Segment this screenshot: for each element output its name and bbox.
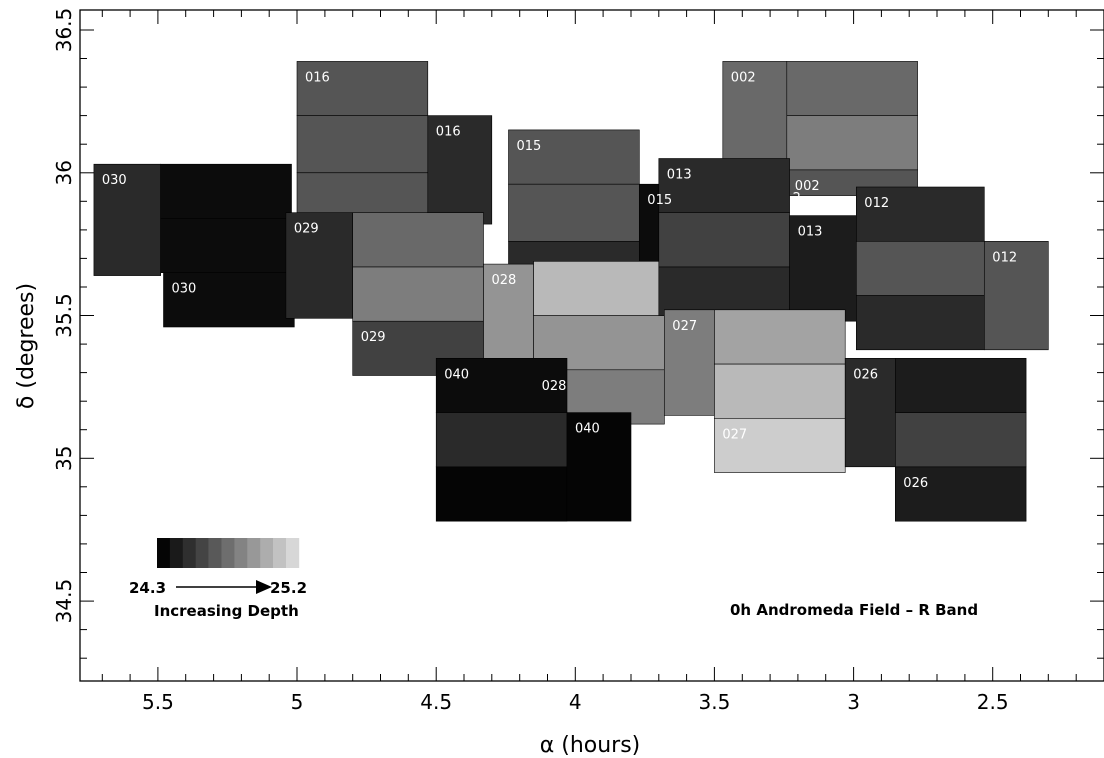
field-012-tile-1 — [855, 186, 985, 242]
x-tick-label: 2.5 — [977, 690, 1009, 714]
legend-swatch-6 — [221, 538, 235, 568]
legend-min-label: 24.3 — [129, 579, 166, 597]
field-030-tile-2 — [160, 163, 292, 219]
field-028-tile-1 — [483, 263, 534, 359]
field-028-strip-label: 028 — [542, 379, 567, 394]
legend-swatch-1 — [157, 538, 171, 568]
field-027-tile-4 — [714, 417, 846, 473]
field-012-tile-3 — [855, 295, 985, 351]
field-016-tile-4 — [427, 115, 493, 225]
field-013-tile-4 — [789, 215, 857, 322]
field-026-tile-1 — [844, 357, 896, 468]
field-027-tile-3 — [714, 363, 846, 419]
field-013-strip-label: 013 — [798, 225, 823, 240]
field-026-tile-3 — [894, 412, 1027, 468]
x-tick-label: 4 — [569, 690, 582, 714]
field-013-tile-3 — [658, 266, 790, 316]
field-002-tile-3 — [786, 115, 918, 171]
axis-ticks: 5.5 5 4.5 4 3.5 3 2.5 34.5 35 35.5 36 36.5 — [52, 8, 1104, 714]
legend-swatch-5 — [208, 538, 222, 568]
x-axis-title: α (hours) — [540, 733, 641, 758]
legend-swatch-8 — [247, 538, 261, 568]
field-012-tile-4 — [983, 241, 1049, 351]
legend-swatch-11 — [286, 538, 300, 568]
field-016-tile-1 — [296, 61, 429, 117]
legend-swatch-10 — [273, 538, 287, 568]
field-040-tile-4 — [566, 412, 632, 522]
legend-swatches — [157, 538, 300, 568]
field-029-tile-1 — [285, 212, 353, 319]
field-028-tile-2 — [533, 260, 665, 316]
legend-swatch-3 — [182, 538, 196, 568]
field-030-tile-1 — [93, 163, 162, 276]
field-026-tile-4 — [894, 466, 1027, 522]
field-012-tile-2 — [855, 241, 985, 296]
legend-caption: Increasing Depth — [154, 602, 299, 620]
field-029-tile-3 — [352, 266, 484, 322]
field-040-label: 040 — [444, 367, 469, 382]
field-040-tile-1 — [435, 357, 568, 413]
field-030-label: 030 — [102, 173, 127, 188]
field-040-strip-label: 040 — [575, 422, 600, 437]
field-030-tile-3 — [160, 218, 292, 273]
legend-max-label: 25.2 — [270, 579, 307, 597]
field-016-strip-label: 016 — [436, 125, 461, 140]
field-029-label: 029 — [294, 222, 319, 237]
field-027-tile-2 — [714, 309, 846, 365]
legend-arrow-head — [256, 580, 272, 594]
field-016-tile-2 — [296, 115, 429, 173]
field-015-label: 015 — [517, 139, 542, 154]
legend-swatch-4 — [195, 538, 209, 568]
field-012-strip-label: 012 — [992, 250, 1017, 265]
y-axis-title: δ (degrees) — [14, 283, 39, 409]
field-016-tile-3 — [296, 172, 429, 219]
plot-frame — [79, 9, 1104, 682]
field-030-tile-4 — [163, 272, 295, 328]
field-026-label: 026 — [853, 367, 878, 382]
field-tiles — [93, 61, 1049, 522]
field-026-tile-2 — [894, 357, 1027, 413]
field-012-label: 012 — [864, 196, 889, 211]
x-tick-label: 4.5 — [420, 690, 452, 714]
field-040-tile-2 — [435, 412, 568, 468]
field-027-label: 027 — [672, 319, 697, 334]
field-002-label: 002 — [731, 70, 756, 85]
x-tick-label: 3.5 — [698, 690, 730, 714]
field-013-tile-2 — [658, 212, 790, 268]
legend-swatch-7 — [234, 538, 248, 568]
field-029-strip-label: 029 — [361, 330, 386, 345]
y-tick-label: 34.5 — [52, 579, 76, 624]
field-015-strip-label: 015 — [647, 193, 672, 208]
field-026-strip-label: 026 — [903, 476, 928, 491]
field-016-label: 016 — [305, 70, 330, 85]
y-tick-label: 36 — [52, 160, 76, 185]
field-015-tile-2 — [508, 183, 640, 242]
field-030-strip-label: 030 — [172, 282, 197, 297]
legend-swatch-9 — [260, 538, 274, 568]
field-027-tile-1 — [663, 309, 715, 416]
field-027-strip-label: 027 — [722, 427, 747, 442]
x-tick-label: 5.5 — [142, 690, 174, 714]
overlap-fragment-label: 2 — [793, 191, 801, 206]
field-labels: 030 030 016 016 029 029 015 015 028 028 040 040 002 0… — [102, 70, 1017, 491]
y-tick-label: 35 — [52, 446, 76, 471]
field-002-tile-2 — [786, 61, 918, 117]
field-013-label: 013 — [667, 168, 692, 183]
y-tick-label: 36.5 — [52, 8, 76, 53]
field-002-strip-label: 002 — [795, 179, 820, 194]
field-028-label: 028 — [492, 273, 517, 288]
x-tick-label: 3 — [847, 690, 860, 714]
field-029-tile-2 — [352, 212, 484, 268]
legend-swatch-2 — [169, 538, 184, 568]
field-013-tile-1 — [658, 158, 790, 214]
depth-legend: 24.3 25.2 Increasing Depth — [129, 538, 307, 620]
field-annotation: 0h Andromeda Field – R Band — [730, 601, 978, 619]
y-tick-label: 35.5 — [52, 293, 76, 338]
field-040-tile-3 — [435, 466, 568, 522]
x-tick-label: 5 — [291, 690, 304, 714]
